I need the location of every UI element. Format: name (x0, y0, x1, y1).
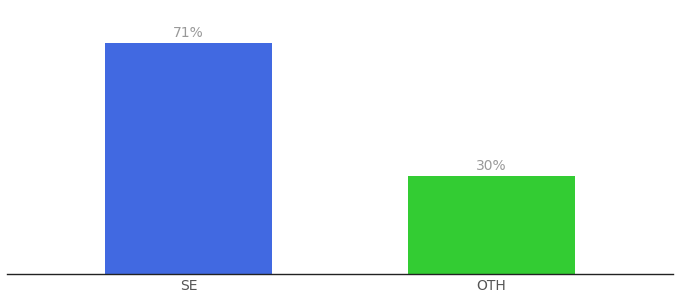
Text: 71%: 71% (173, 26, 204, 40)
Text: 30%: 30% (476, 159, 507, 173)
Bar (408, 176, 575, 274)
Bar (105, 43, 272, 274)
